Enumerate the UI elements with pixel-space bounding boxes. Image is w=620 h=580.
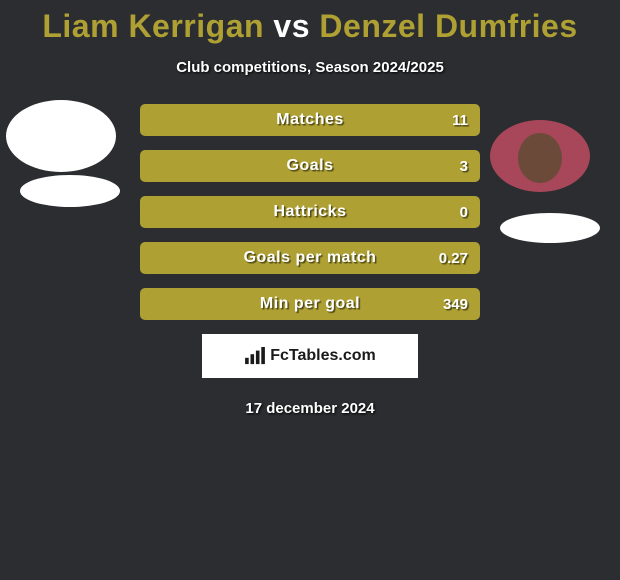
brand-box: FcTables.com (202, 334, 418, 378)
avatar-right_top (490, 120, 590, 192)
avatar-left_mid (20, 175, 120, 207)
date-line: 17 december 2024 (0, 400, 620, 417)
bars-icon (244, 347, 266, 365)
stat-label: Goals per match (244, 249, 377, 267)
stat-row: Goals per match 0.27 (140, 242, 480, 274)
stat-label: Min per goal (260, 295, 360, 313)
stat-label: Goals (287, 157, 334, 175)
stat-right-value: 3 (460, 158, 468, 175)
vs-label: vs (273, 8, 310, 44)
stat-label: Hattricks (274, 203, 347, 221)
player2-name: Denzel Dumfries (319, 8, 577, 44)
stat-bars: Matches 11 Goals 3 Hattricks 0 Goals per match… (140, 104, 480, 320)
stat-right-value: 0.27 (439, 250, 468, 267)
brand-text: FcTables.com (270, 347, 376, 365)
stat-row: Goals 3 (140, 150, 480, 182)
stat-row: Matches 11 (140, 104, 480, 136)
avatar-right_mid (500, 213, 600, 243)
player1-name: Liam Kerrigan (42, 8, 264, 44)
stat-row: Hattricks 0 (140, 196, 480, 228)
avatar-left_top (6, 100, 116, 172)
stat-right-value: 349 (443, 296, 468, 313)
stat-right-value: 0 (460, 204, 468, 221)
page-title: Liam Kerrigan vs Denzel Dumfries (0, 0, 620, 45)
subtitle: Club competitions, Season 2024/2025 (0, 59, 620, 76)
stat-row: Min per goal 349 (140, 288, 480, 320)
stat-right-value: 11 (452, 112, 468, 129)
stat-label: Matches (276, 111, 344, 129)
